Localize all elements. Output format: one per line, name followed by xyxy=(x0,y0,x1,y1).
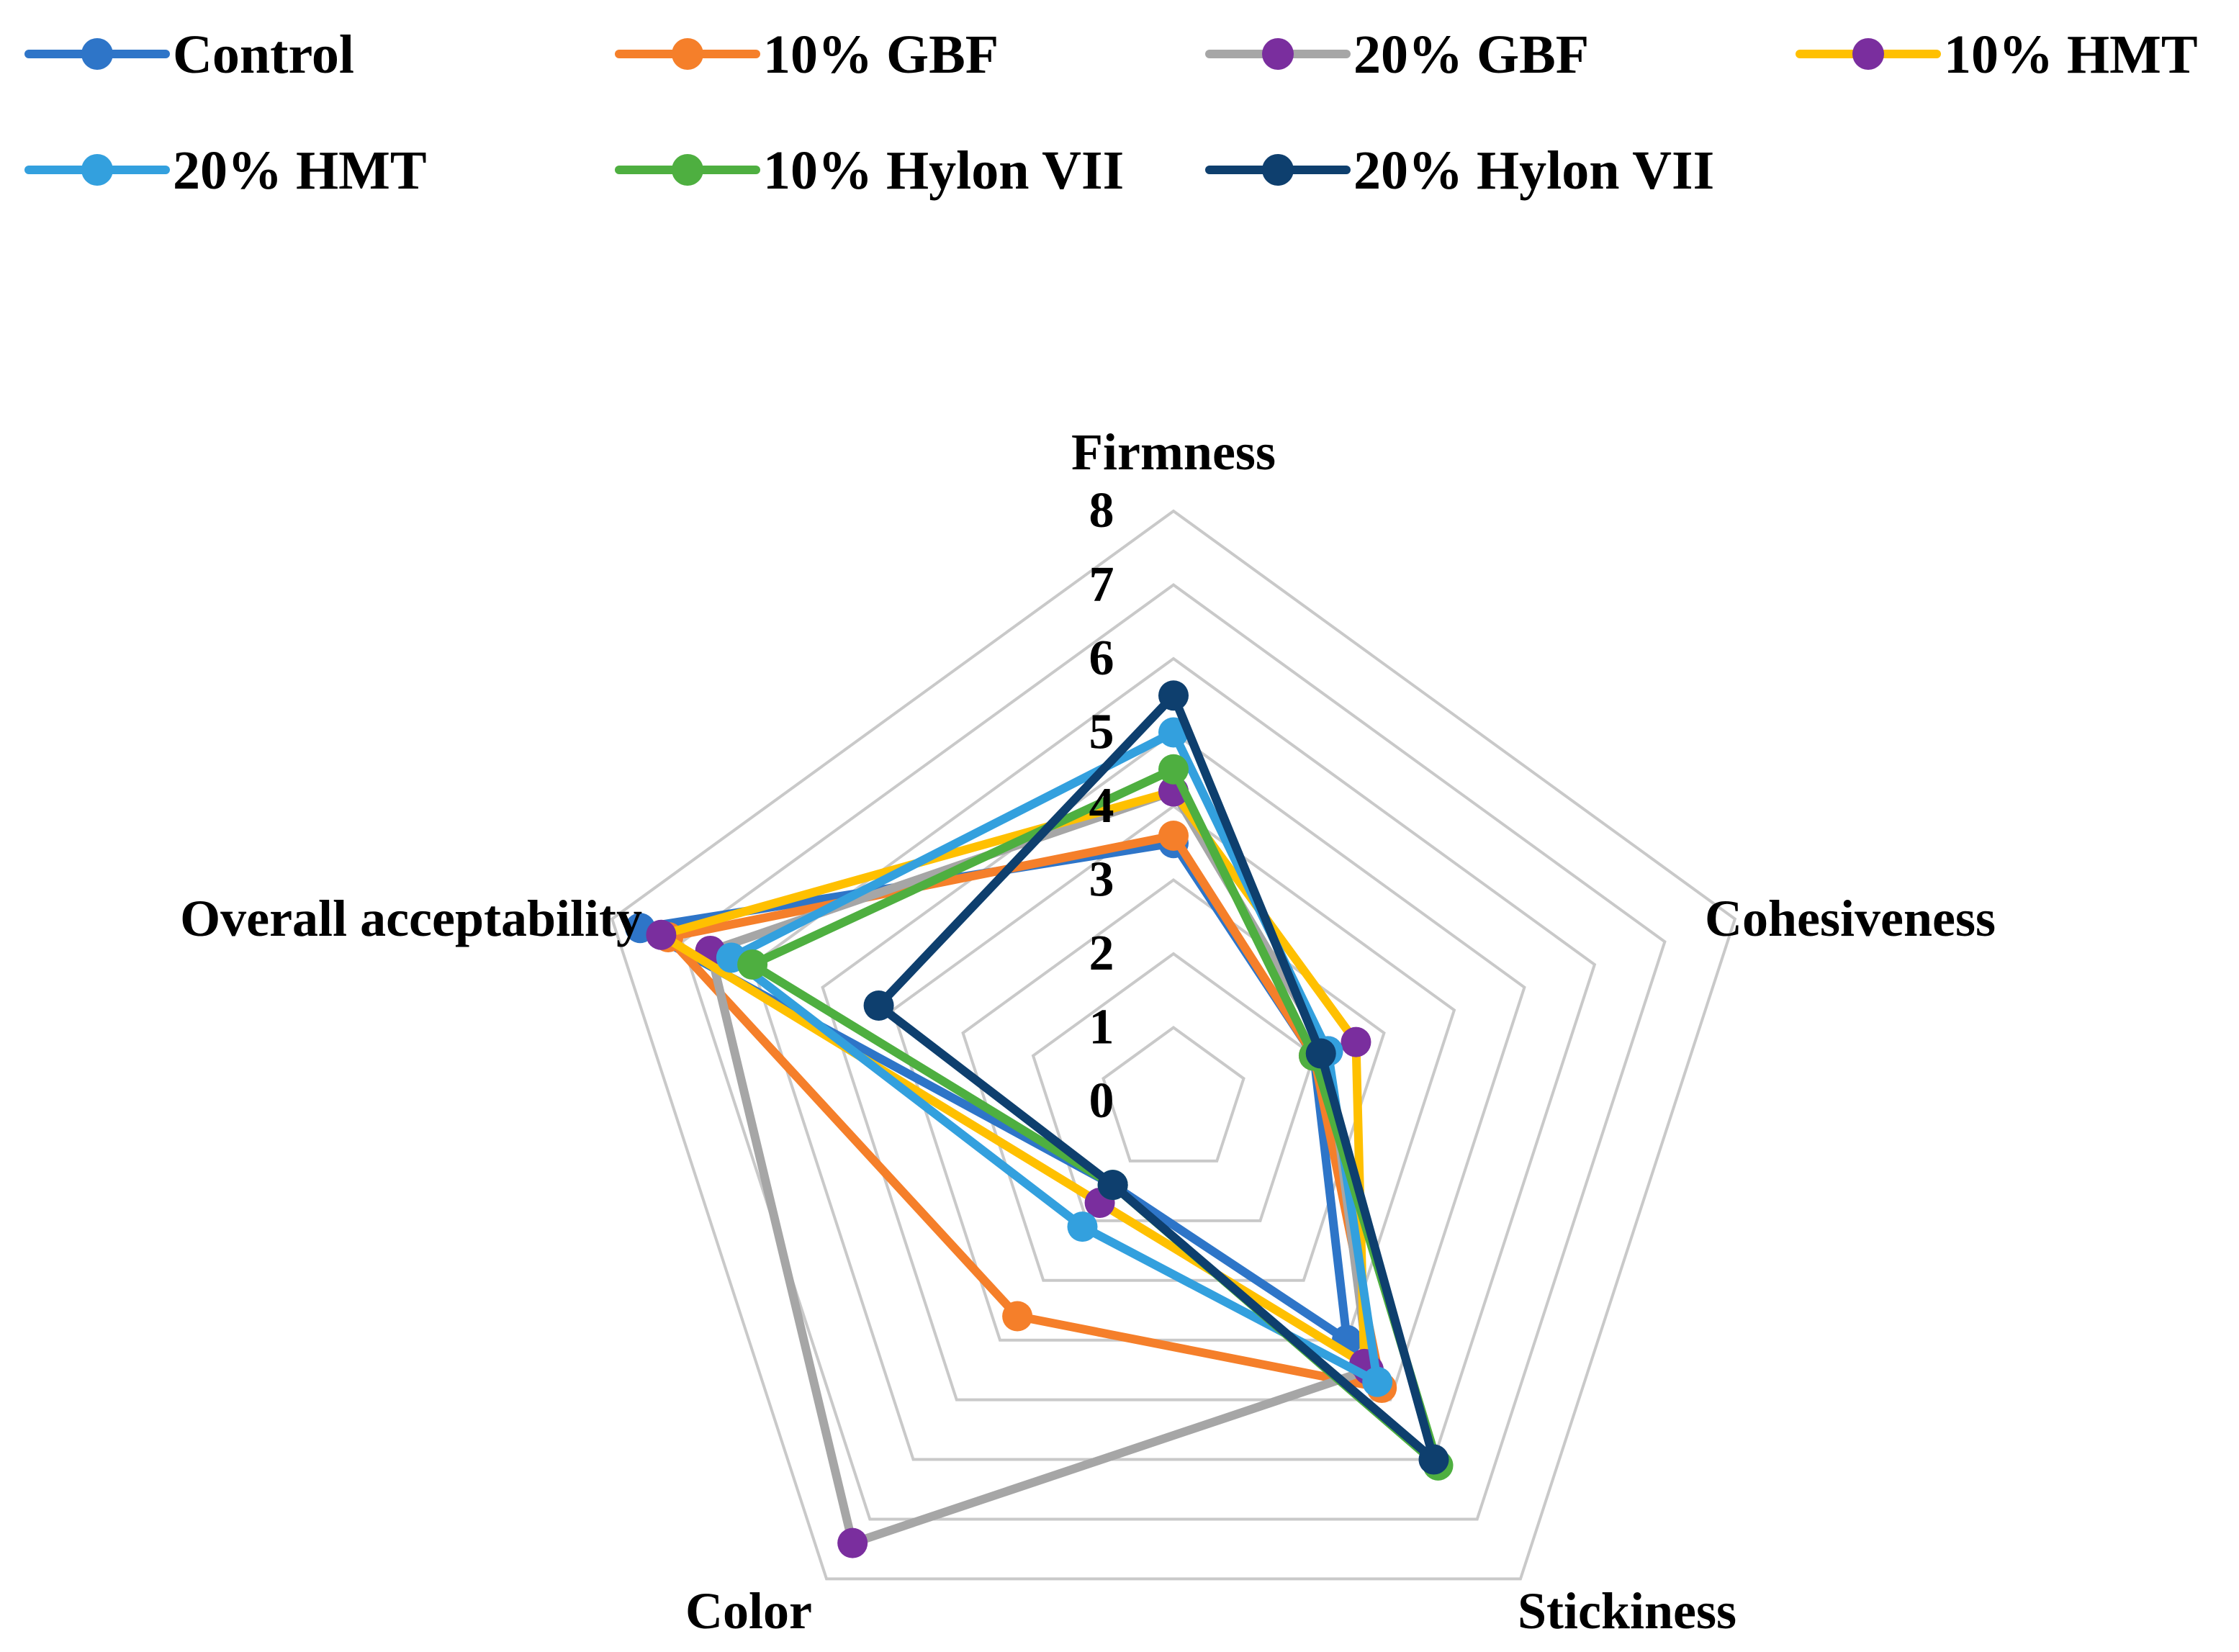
series-point xyxy=(1362,1366,1393,1397)
series-point xyxy=(1067,1211,1098,1242)
axis-label-stickiness: Stickiness xyxy=(1518,1582,1736,1640)
series-point xyxy=(1418,1444,1449,1475)
tick-label: 4 xyxy=(1089,778,1114,834)
legend-label: 10% Hylon VII xyxy=(763,140,1124,201)
series-point xyxy=(646,919,677,950)
grid-ring-8 xyxy=(610,509,1737,1581)
legend-item: 10% Hylon VII xyxy=(615,140,1124,201)
legend-label: 20% Hylon VII xyxy=(1353,140,1714,201)
tick-label: 8 xyxy=(1089,483,1114,538)
series-point xyxy=(1305,1038,1336,1069)
tick-label: 1 xyxy=(1089,1000,1114,1055)
grid-ring-7 xyxy=(680,583,1667,1521)
axis-label-color: Color xyxy=(685,1582,812,1640)
axis-label-overall-acceptability: Overall acceptability xyxy=(180,890,642,947)
series-point xyxy=(837,1527,868,1558)
legend-item: 20% GBF xyxy=(1205,24,1589,85)
tick-label: 2 xyxy=(1089,926,1114,981)
series-layer xyxy=(625,680,1454,1558)
axis-label-firmness: Firmness xyxy=(1071,423,1276,481)
series-point xyxy=(737,949,768,980)
axis-label-cohesiveness: Cohesiveness xyxy=(1705,890,1996,947)
tick-label: 0 xyxy=(1089,1073,1114,1129)
legend-label: Control xyxy=(173,24,354,85)
series-point xyxy=(1158,680,1189,711)
legend-label: 10% HMT xyxy=(1944,24,2198,85)
grid-ring-3 xyxy=(961,878,1386,1282)
legend: Control 10% GBF 20% GBF 10% HMT 20% HMT 10% H… xyxy=(24,24,2198,201)
series-line xyxy=(874,691,1438,1464)
legend-marker xyxy=(1262,154,1294,186)
tick-label: 7 xyxy=(1089,557,1114,613)
legend-marker xyxy=(672,154,703,186)
legend-label: 20% HMT xyxy=(173,140,427,201)
legend-item: Control xyxy=(24,24,354,85)
legend-marker xyxy=(1852,38,1884,70)
legend-item: 20% Hylon VII xyxy=(1205,140,1714,201)
legend-item: 20% HMT xyxy=(24,140,427,201)
legend-marker xyxy=(81,154,113,186)
grid xyxy=(610,509,1737,1581)
legend-marker xyxy=(81,38,113,70)
series-point xyxy=(1002,1301,1033,1332)
legend-item: 10% GBF xyxy=(615,24,999,85)
series-point xyxy=(1097,1170,1128,1201)
tick-label: 5 xyxy=(1089,705,1114,760)
legend-marker xyxy=(1262,38,1294,70)
axis-labels: Firmness Cohesiveness Stickiness Color Overa… xyxy=(180,423,1996,1640)
legend-label: 20% GBF xyxy=(1353,24,1589,85)
series-point xyxy=(1341,1026,1371,1057)
grid-ring-1 xyxy=(1102,1026,1245,1163)
legend-label: 10% GBF xyxy=(763,24,999,85)
legend-item: 10% HMT xyxy=(1796,24,2198,85)
series-line xyxy=(664,831,1387,1393)
grid-ring-4 xyxy=(891,804,1456,1342)
tick-labels: 0 1 2 3 4 5 6 7 8 xyxy=(1089,483,1114,1129)
grid-ring-5 xyxy=(821,731,1526,1402)
series-point xyxy=(863,990,894,1021)
tick-label: 6 xyxy=(1089,631,1114,686)
tick-label: 3 xyxy=(1089,852,1114,908)
series-point xyxy=(1158,754,1189,785)
series-20-hylon-vii xyxy=(863,680,1449,1475)
series-point xyxy=(1158,821,1189,851)
legend-marker xyxy=(672,38,703,70)
